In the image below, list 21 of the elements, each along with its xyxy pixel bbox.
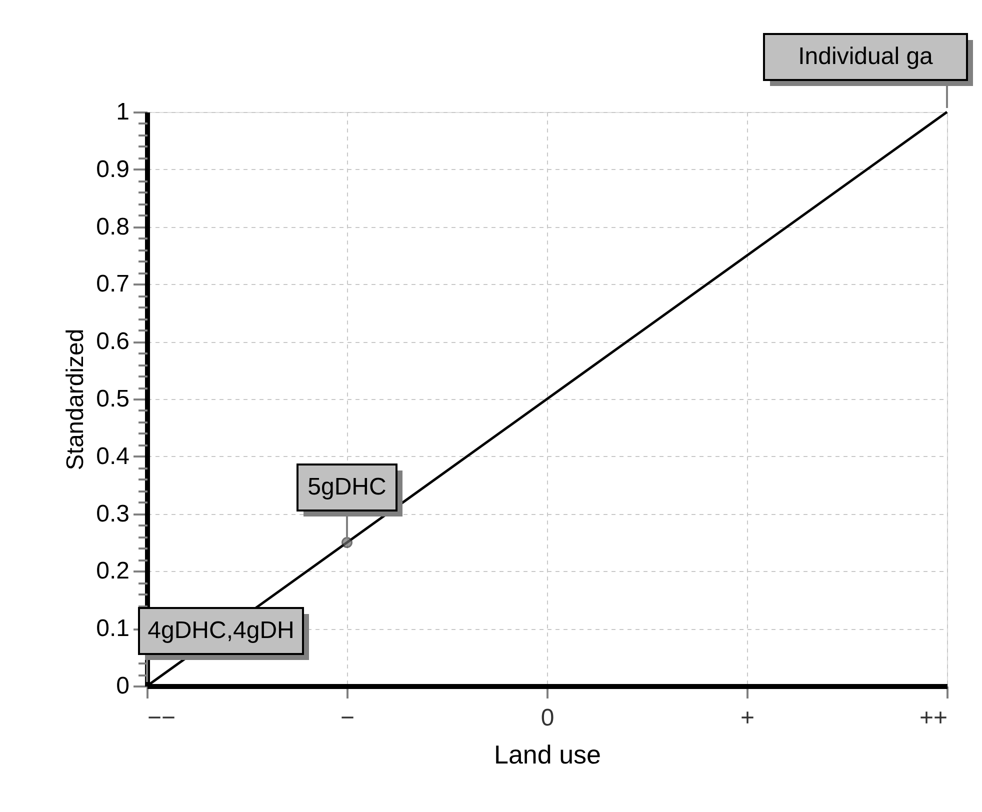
annotation: 4gDHC,4gDH <box>148 617 294 644</box>
y-tick-label: 0.7 <box>96 270 130 298</box>
y-tick-label: 0.2 <box>96 558 130 585</box>
x-tick-label: − <box>340 704 355 732</box>
x-tick-label: + <box>740 704 755 732</box>
y-tick-label: 0.8 <box>96 213 130 240</box>
x-tick-label: 0 <box>540 704 554 732</box>
x-tick-label: −− <box>148 704 176 732</box>
y-tick-label: 0.4 <box>96 442 130 470</box>
y-tick-label: 0.3 <box>96 500 130 528</box>
y-tick-label: 0.5 <box>96 386 130 412</box>
y-tick-label: 0.9 <box>96 156 130 183</box>
y-tick-label: 1 <box>116 98 130 126</box>
x-axis-title: Land use <box>494 740 601 770</box>
x-tick-label: ++ <box>919 704 948 732</box>
y-tick-label: 0.6 <box>96 328 130 356</box>
annotation: 5gDHC <box>308 474 386 500</box>
y-axis-title: Standardized <box>62 328 90 470</box>
y-tick-label: 0.1 <box>96 615 130 642</box>
y-tick-label: 0 <box>116 672 130 700</box>
annotation: Individual ga <box>798 43 934 70</box>
